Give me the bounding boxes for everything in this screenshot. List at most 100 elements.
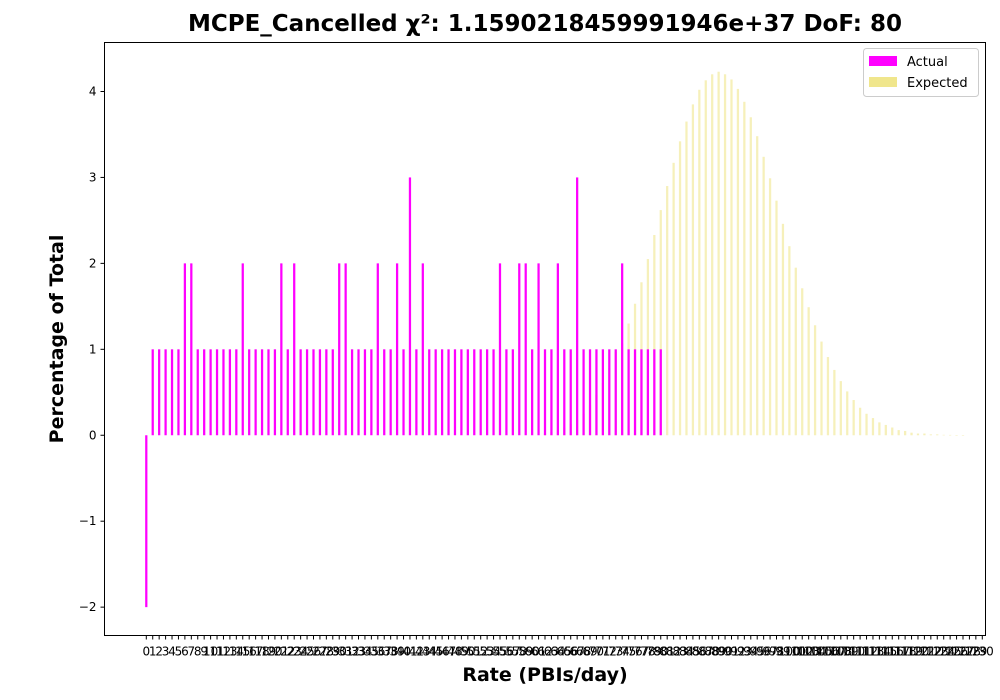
bar-actual-48 (453, 349, 457, 436)
x-tick-label: 54 (486, 645, 501, 659)
y-tick-label: −2 (79, 600, 97, 614)
bar-actual-64 (556, 263, 559, 436)
x-tick-label: 129 (964, 645, 987, 659)
x-tick-label: 120 (907, 645, 930, 659)
x-tick-label: 128 (958, 645, 981, 659)
bar-expected-116 (891, 427, 894, 436)
bar-expected-109 (846, 391, 849, 436)
bar-actual-18 (260, 349, 264, 436)
x-tick-label: 7 (187, 645, 195, 659)
x-tick-label: 9 (200, 645, 208, 659)
x-tick-label: 74 (615, 645, 630, 659)
bar-actual-34 (363, 349, 367, 436)
bar-actual-49 (460, 349, 463, 436)
plot-frame (104, 42, 986, 636)
x-tick-label: 98 (769, 645, 784, 659)
x-tick-label: 2 (155, 645, 163, 659)
bar-actual-46 (440, 349, 444, 436)
x-tick-label: 127 (952, 645, 975, 659)
bar-actual-43 (421, 263, 424, 436)
x-tick-label: 5 (175, 645, 183, 659)
bar-expected-95 (756, 136, 759, 436)
x-tick-label: 45 (428, 645, 443, 659)
bar-actual-12 (222, 349, 225, 436)
x-tick-label: 13 (222, 645, 237, 659)
x-tick-label: 10 (203, 645, 218, 659)
bar-actual-61 (537, 263, 540, 436)
bar-actual-21 (280, 263, 283, 436)
bar-actual-13 (228, 349, 232, 436)
x-tick-label: 90 (717, 645, 732, 659)
x-tick-label: 101 (784, 645, 807, 659)
x-axis-label: Rate (PBIs/day) (462, 664, 627, 686)
bar-actual-3 (164, 349, 167, 436)
bar-actual-68 (582, 349, 585, 436)
x-tick-label: 93 (737, 645, 752, 659)
bar-actual-26 (312, 349, 315, 436)
x-tick-label: 46 (434, 645, 449, 659)
y-tick-label: −1 (79, 514, 97, 528)
bar-actual-57 (511, 349, 514, 436)
bar-actual-65 (563, 349, 566, 436)
bar-expected-122 (929, 434, 932, 436)
x-tick-label: 36 (370, 645, 385, 659)
legend-label-expected: Expected (907, 76, 968, 91)
bar-expected-108 (839, 381, 842, 436)
bar-actual-36 (376, 263, 379, 436)
x-tick-label: 115 (874, 645, 897, 659)
bar-expected-111 (858, 407, 862, 436)
bar-actual-67 (576, 177, 579, 436)
bar-actual-14 (235, 349, 238, 436)
bar-expected-103 (807, 307, 810, 436)
x-tick-label: 66 (563, 645, 578, 659)
x-tick-label: 96 (756, 645, 771, 659)
bar-expected-92 (736, 88, 740, 436)
x-axis-ticks: 0123456789101112131415161718192021222324… (142, 635, 994, 659)
bar-expected-80 (659, 210, 662, 436)
x-tick-label: 42 (409, 645, 424, 659)
bar-actual-40 (402, 349, 405, 436)
bar-expected-79 (653, 235, 656, 436)
bar-expected-98 (775, 200, 778, 436)
x-tick-label: 22 (280, 645, 295, 659)
x-tick-label: 65 (557, 645, 572, 659)
bar-expected-106 (826, 357, 830, 436)
bar-expected-93 (743, 101, 746, 436)
bar-actual-56 (505, 349, 508, 436)
x-tick-label: 73 (608, 645, 623, 659)
bar-actual-37 (383, 349, 386, 436)
bar-actual-16 (248, 349, 251, 436)
x-tick-label: 102 (791, 645, 814, 659)
x-tick-label: 41 (402, 645, 417, 659)
expected-bars (543, 71, 965, 436)
x-tick-label: 27 (312, 645, 327, 659)
x-tick-label: 76 (627, 645, 642, 659)
bar-actual-9 (203, 349, 206, 436)
x-tick-label: 25 (299, 645, 314, 659)
y-tick-label: 2 (89, 256, 97, 270)
bar-actual-62 (543, 349, 547, 436)
bar-expected-83 (678, 141, 682, 436)
bar-expected-85 (691, 104, 695, 436)
bar-actual-78 (646, 349, 650, 436)
x-tick-label: 43 (415, 645, 430, 659)
bar-actual-60 (531, 349, 534, 436)
x-tick-label: 103 (797, 645, 820, 659)
bar-expected-126 (955, 435, 958, 436)
bar-actual-22 (286, 349, 289, 436)
x-tick-label: 83 (672, 645, 687, 659)
x-tick-label: 88 (705, 645, 720, 659)
y-axis-label: Percentage of Total (46, 235, 68, 444)
x-tick-label: 59 (518, 645, 533, 659)
bar-actual-53 (486, 349, 489, 436)
x-tick-label: 44 (422, 645, 437, 659)
x-tick-label: 99 (775, 645, 790, 659)
bar-expected-100 (788, 246, 791, 436)
x-tick-label: 97 (762, 645, 777, 659)
x-tick-label: 40 (396, 645, 411, 659)
x-tick-label: 68 (576, 645, 591, 659)
x-tick-label: 47 (441, 645, 456, 659)
x-tick-label: 4 (168, 645, 176, 659)
bar-actual-20 (273, 349, 277, 436)
bar-expected-127 (961, 435, 965, 436)
